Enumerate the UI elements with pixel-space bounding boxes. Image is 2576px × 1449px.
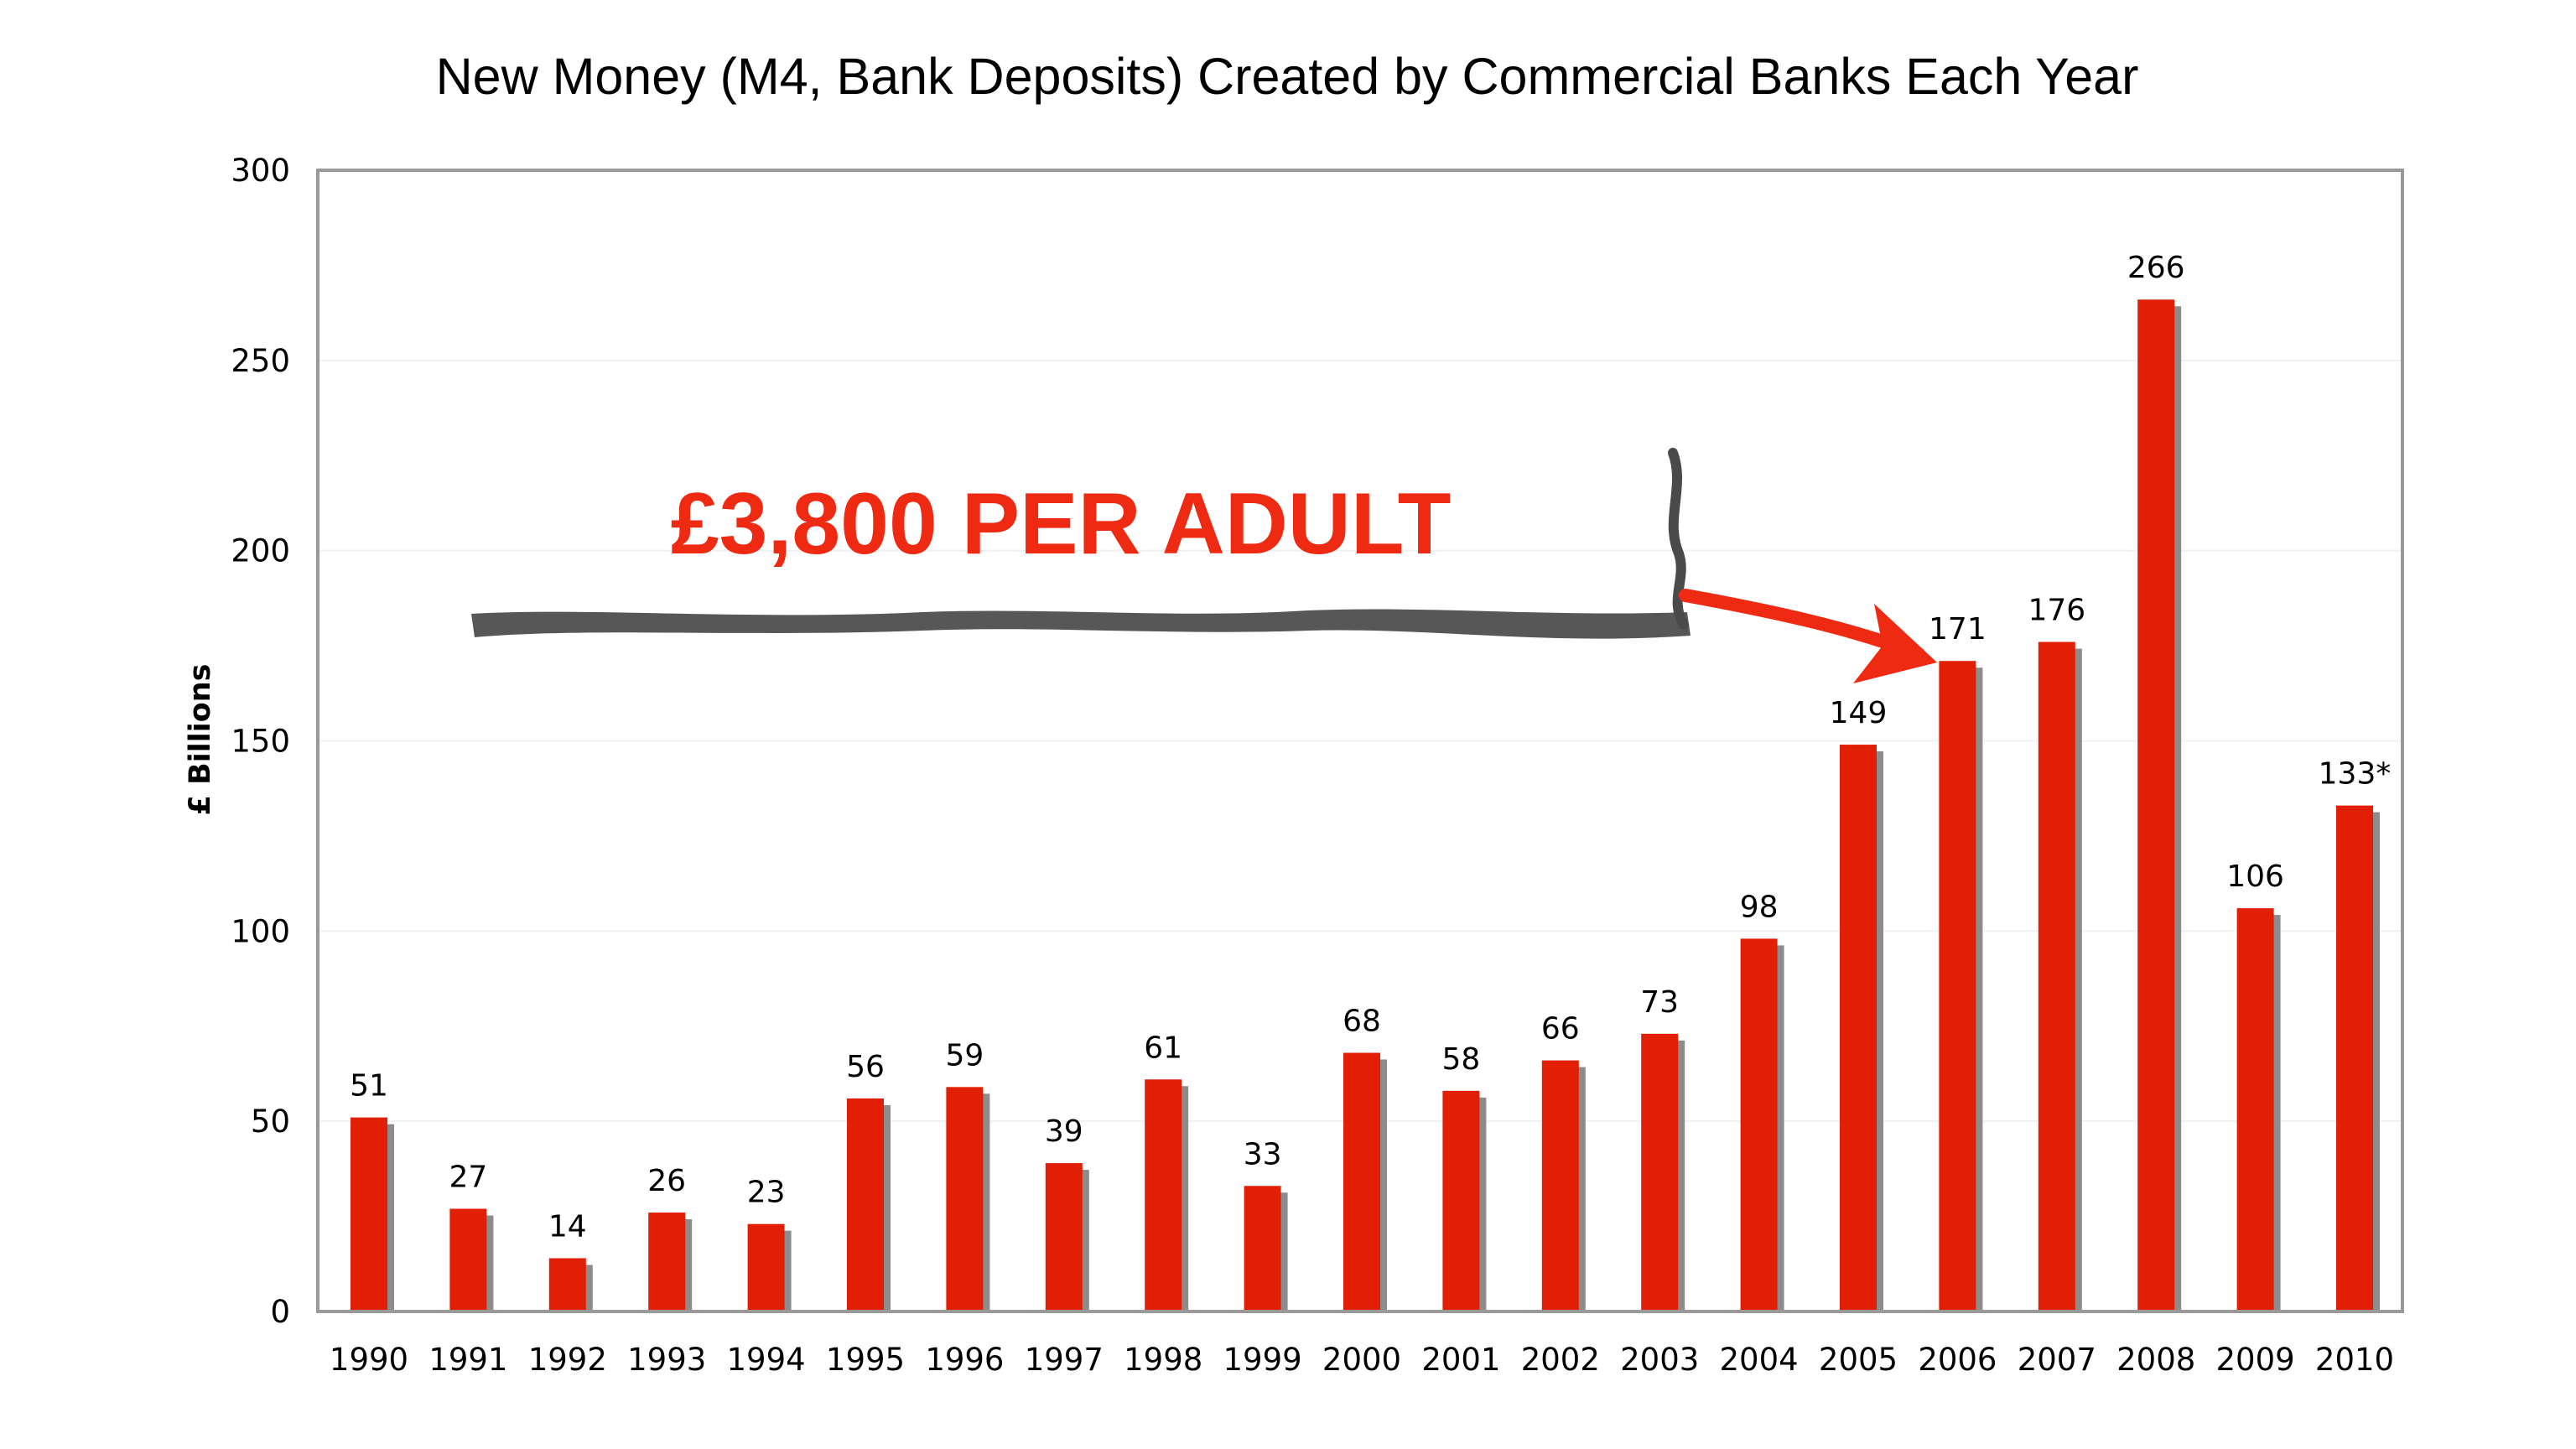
- x-tick-label-2007: 2007: [2018, 1342, 2096, 1378]
- x-tick-label-2004: 2004: [1720, 1342, 1799, 1378]
- x-tick-label-1994: 1994: [727, 1342, 806, 1378]
- x-tick-label-2005: 2005: [1819, 1342, 1898, 1378]
- bar-2007: [2038, 641, 2075, 1311]
- data-label-2001: 58: [1441, 1042, 1480, 1077]
- data-label-1993: 26: [647, 1164, 686, 1198]
- data-label-1998: 61: [1144, 1031, 1182, 1065]
- data-label-1995: 56: [846, 1050, 885, 1084]
- y-axis-title: £ Billions: [184, 664, 217, 816]
- bar-1999: [1244, 1186, 1281, 1311]
- bar-2009: [2236, 908, 2274, 1311]
- x-tick-label-1992: 1992: [528, 1342, 607, 1378]
- bar-2005: [1840, 745, 1877, 1311]
- x-tick-label-1997: 1997: [1025, 1342, 1104, 1378]
- bar-1994: [747, 1223, 785, 1311]
- data-label-1992: 14: [548, 1209, 587, 1244]
- bar-1991: [449, 1208, 487, 1311]
- data-label-2007: 176: [2028, 594, 2085, 628]
- data-label-2006: 171: [1929, 612, 1987, 647]
- y-tick-label: 0: [270, 1294, 290, 1330]
- annotation-arrowhead: [1853, 604, 1937, 683]
- x-tick-label-1993: 1993: [627, 1342, 706, 1378]
- y-tick-label: 250: [231, 343, 290, 379]
- x-tick-label-2008: 2008: [2116, 1342, 2195, 1378]
- bar-2010: [2336, 805, 2373, 1311]
- x-tick-label-2002: 2002: [1521, 1342, 1600, 1378]
- x-tick-labels: 1990 1991 1992 1993 1994 1995 1996 1997 1998 1999…: [330, 1342, 2394, 1378]
- data-label-2008: 266: [2127, 251, 2185, 285]
- data-label-2000: 68: [1343, 1005, 1381, 1039]
- brush-stroke-tail: [1668, 448, 1689, 630]
- x-tick-label-1990: 1990: [330, 1342, 408, 1378]
- bar-1995: [847, 1098, 884, 1311]
- plot-frame: [316, 169, 2404, 1313]
- data-label-2003: 73: [1640, 985, 1679, 1020]
- data-labels: 51 27 14 26 23 56 59 39 61 33 68 58 66 73 98 149 171 176 2…: [350, 251, 2391, 1244]
- data-label-1990: 51: [350, 1069, 388, 1104]
- bars: [351, 299, 2373, 1311]
- data-label-2009: 106: [2226, 860, 2284, 894]
- bar-2002: [1541, 1060, 1579, 1311]
- bar-2004: [1740, 938, 1778, 1311]
- annotation-text: £3,800 PER ADULT: [671, 475, 1452, 573]
- data-label-1996: 59: [945, 1038, 984, 1072]
- bar-1990: [351, 1117, 387, 1311]
- bar-1996: [946, 1087, 984, 1311]
- bar-1993: [648, 1213, 686, 1311]
- y-tick-label: 100: [231, 913, 290, 949]
- bar-2006: [1939, 661, 1976, 1311]
- y-tick-label: 150: [231, 724, 290, 760]
- x-tick-label-2001: 2001: [1421, 1342, 1500, 1378]
- bar-2008: [2137, 299, 2175, 1311]
- y-tick-label: 50: [251, 1104, 290, 1140]
- x-tick-label-1995: 1995: [826, 1342, 905, 1378]
- x-tick-label-1991: 1991: [428, 1342, 507, 1378]
- bar-1998: [1145, 1079, 1182, 1311]
- x-tick-label-2009: 2009: [2216, 1342, 2295, 1378]
- chart-title: New Money (M4, Bank Deposits) Created by…: [436, 48, 2139, 105]
- data-label-2005: 149: [1830, 696, 1888, 730]
- x-tick-label-1996: 1996: [925, 1342, 1004, 1378]
- bar-2001: [1442, 1090, 1480, 1311]
- data-label-1994: 23: [747, 1176, 786, 1210]
- x-tick-label-2000: 2000: [1322, 1342, 1401, 1378]
- x-tick-label-2006: 2006: [1918, 1342, 1997, 1378]
- x-tick-label-1999: 1999: [1223, 1342, 1302, 1378]
- data-label-2004: 98: [1740, 890, 1779, 924]
- y-tick-label: 200: [231, 533, 290, 569]
- data-label-1999: 33: [1244, 1137, 1282, 1171]
- x-tick-label-2003: 2003: [1620, 1342, 1699, 1378]
- bar-1992: [548, 1258, 586, 1311]
- y-tick-labels: 0 50 100 150 200 250 300: [231, 153, 290, 1330]
- bar-2003: [1641, 1033, 1679, 1311]
- data-label-1991: 27: [449, 1161, 487, 1195]
- y-tick-label: 300: [231, 153, 290, 189]
- annotation: £3,800 PER ADULT: [471, 448, 1937, 683]
- bar-1997: [1045, 1163, 1083, 1311]
- x-tick-label-1998: 1998: [1124, 1342, 1202, 1378]
- data-label-2002: 66: [1541, 1012, 1580, 1046]
- data-label-1997: 39: [1045, 1114, 1083, 1149]
- bar-2000: [1343, 1052, 1380, 1311]
- brush-stroke: [471, 609, 1690, 639]
- data-label-2010: 133*: [2319, 757, 2392, 792]
- x-tick-label-2010: 2010: [2315, 1342, 2394, 1378]
